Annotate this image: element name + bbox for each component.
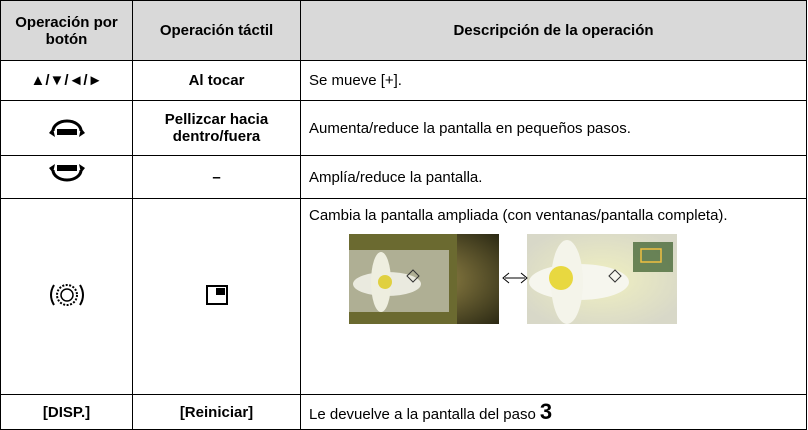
cell: ▲/▼/◄/► bbox=[0, 60, 133, 101]
touch-text: Pellizcar hacia dentro/fuera bbox=[164, 111, 269, 145]
header-row: Operación por botón Operación táctil Des… bbox=[0, 0, 807, 61]
header-cell: Operación por botón bbox=[0, 0, 133, 61]
touch-text: Al tocar bbox=[188, 72, 245, 89]
front-dial-icon bbox=[48, 164, 85, 182]
cell: Amplía/reduce la pantalla. bbox=[300, 155, 807, 199]
cell: Cambia la pantalla ampliada (con ventana… bbox=[300, 198, 807, 395]
cell: Le devuelve a la pantalla del paso 3 bbox=[300, 394, 807, 430]
control-dial-icon bbox=[49, 283, 84, 306]
cell bbox=[132, 198, 301, 395]
row: ▲/▼/◄/► Al tocar Se mueve [+]. bbox=[0, 60, 807, 101]
header-text: Operación táctil bbox=[159, 22, 274, 39]
row: [DISP.] [Reiniciar] Le devuelve a la pan… bbox=[0, 394, 807, 430]
window-icon bbox=[205, 284, 228, 305]
cell bbox=[0, 155, 133, 199]
description-text: Amplía/reduce la pantalla. bbox=[309, 168, 483, 186]
cell: Al tocar bbox=[132, 60, 301, 101]
cell: Pellizcar hacia dentro/fuera bbox=[132, 100, 301, 156]
header-cell: Operación táctil bbox=[132, 0, 301, 61]
row: Cambia la pantalla ampliada (con ventana… bbox=[0, 198, 807, 395]
button-text: ▲/▼/◄/► bbox=[30, 72, 103, 89]
cell: [DISP.] bbox=[0, 394, 133, 430]
rear-dial-icon bbox=[48, 119, 85, 137]
step-number: 3 bbox=[539, 399, 553, 424]
touch-text: [Reiniciar] bbox=[179, 403, 254, 421]
row: Pellizcar hacia dentro/fuera Aumenta/red… bbox=[0, 100, 807, 156]
cell: – bbox=[132, 155, 301, 199]
header-cell: Descripción de la operación bbox=[300, 0, 807, 61]
header-text: Descripción de la operación bbox=[453, 22, 654, 39]
description-text: Aumenta/reduce la pantalla en pequeños p… bbox=[309, 119, 631, 137]
row: – Amplía/reduce la pantalla. bbox=[0, 155, 807, 199]
cell bbox=[0, 198, 133, 395]
zoom-illustration bbox=[349, 234, 677, 324]
cell: Aumenta/reduce la pantalla en pequeños p… bbox=[300, 100, 807, 156]
button-text: [DISP.] bbox=[42, 403, 91, 421]
description-text: Se mueve [+]. bbox=[309, 72, 402, 89]
description-text: Cambia la pantalla ampliada (con ventana… bbox=[309, 207, 728, 224]
touch-text: – bbox=[212, 168, 221, 186]
cell: Se mueve [+]. bbox=[300, 60, 807, 101]
cell bbox=[0, 100, 133, 156]
header-text: Operación por botón bbox=[15, 13, 118, 48]
description-text: Le devuelve a la pantalla del paso bbox=[309, 406, 536, 423]
cell: [Reiniciar] bbox=[132, 394, 301, 430]
